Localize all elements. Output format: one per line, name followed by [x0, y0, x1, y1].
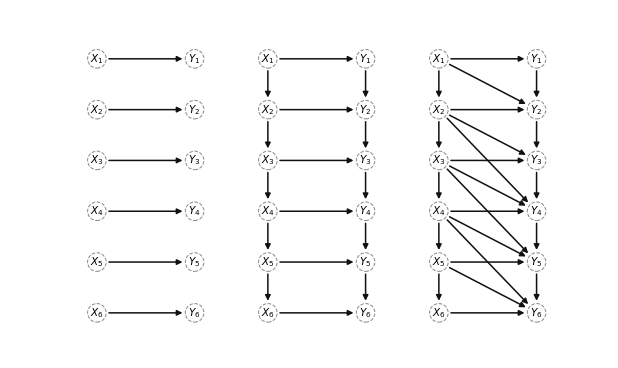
- Text: $X_{2}$: $X_{2}$: [432, 103, 446, 117]
- Text: $Y_{2}$: $Y_{2}$: [530, 103, 543, 117]
- Text: $Y_{1}$: $Y_{1}$: [530, 52, 543, 66]
- Text: $X_{5}$: $X_{5}$: [432, 255, 446, 269]
- Circle shape: [527, 100, 546, 119]
- Circle shape: [258, 151, 277, 170]
- Circle shape: [88, 253, 106, 271]
- Circle shape: [88, 202, 106, 220]
- Text: $X_{1}$: $X_{1}$: [432, 52, 446, 66]
- Text: $Y_{5}$: $Y_{5}$: [188, 255, 201, 269]
- Text: $X_{4}$: $X_{4}$: [432, 204, 446, 218]
- Circle shape: [430, 50, 448, 68]
- Text: $Y_{4}$: $Y_{4}$: [359, 204, 372, 218]
- Text: $Y_{3}$: $Y_{3}$: [188, 153, 201, 167]
- Circle shape: [185, 253, 204, 271]
- Circle shape: [357, 100, 375, 119]
- Circle shape: [357, 151, 375, 170]
- Circle shape: [185, 151, 204, 170]
- Text: $X_{1}$: $X_{1}$: [90, 52, 104, 66]
- Text: $X_{4}$: $X_{4}$: [261, 204, 275, 218]
- Circle shape: [258, 202, 277, 220]
- Circle shape: [88, 100, 106, 119]
- Text: $Y_{5}$: $Y_{5}$: [530, 255, 543, 269]
- Text: $X_{5}$: $X_{5}$: [90, 255, 104, 269]
- Circle shape: [185, 202, 204, 220]
- Text: $Y_{2}$: $Y_{2}$: [188, 103, 201, 117]
- Text: $X_{4}$: $X_{4}$: [90, 204, 104, 218]
- Text: $X_{6}$: $X_{6}$: [432, 306, 446, 320]
- Text: $Y_{5}$: $Y_{5}$: [360, 255, 371, 269]
- Text: $Y_{6}$: $Y_{6}$: [530, 306, 543, 320]
- Circle shape: [527, 202, 546, 220]
- Circle shape: [527, 304, 546, 322]
- Circle shape: [357, 304, 375, 322]
- Circle shape: [258, 304, 277, 322]
- Circle shape: [258, 100, 277, 119]
- Circle shape: [430, 151, 448, 170]
- Text: $Y_{2}$: $Y_{2}$: [360, 103, 371, 117]
- Text: $X_{3}$: $X_{3}$: [432, 153, 446, 167]
- Circle shape: [88, 50, 106, 68]
- Text: $Y_{3}$: $Y_{3}$: [530, 153, 543, 167]
- Text: $X_{2}$: $X_{2}$: [261, 103, 274, 117]
- Text: $X_{3}$: $X_{3}$: [90, 153, 104, 167]
- Circle shape: [185, 304, 204, 322]
- Text: $X_{5}$: $X_{5}$: [261, 255, 274, 269]
- Circle shape: [357, 50, 375, 68]
- Text: $X_{3}$: $X_{3}$: [261, 153, 274, 167]
- Circle shape: [258, 253, 277, 271]
- Circle shape: [185, 100, 204, 119]
- Text: $Y_{1}$: $Y_{1}$: [188, 52, 201, 66]
- Circle shape: [430, 304, 448, 322]
- Circle shape: [357, 253, 375, 271]
- Text: $Y_{6}$: $Y_{6}$: [359, 306, 372, 320]
- Circle shape: [430, 253, 448, 271]
- Text: $Y_{4}$: $Y_{4}$: [530, 204, 543, 218]
- Text: $Y_{1}$: $Y_{1}$: [360, 52, 372, 66]
- Circle shape: [527, 253, 546, 271]
- Circle shape: [430, 202, 448, 220]
- Text: $Y_{4}$: $Y_{4}$: [188, 204, 201, 218]
- Text: $X_{1}$: $X_{1}$: [261, 52, 274, 66]
- Text: $Y_{3}$: $Y_{3}$: [360, 153, 372, 167]
- Circle shape: [430, 100, 448, 119]
- Circle shape: [88, 304, 106, 322]
- Text: $Y_{6}$: $Y_{6}$: [188, 306, 201, 320]
- Circle shape: [88, 151, 106, 170]
- Circle shape: [258, 50, 277, 68]
- Text: $X_{6}$: $X_{6}$: [261, 306, 275, 320]
- Text: $X_{2}$: $X_{2}$: [90, 103, 104, 117]
- Text: $X_{6}$: $X_{6}$: [90, 306, 104, 320]
- Circle shape: [527, 50, 546, 68]
- Circle shape: [357, 202, 375, 220]
- Circle shape: [527, 151, 546, 170]
- Circle shape: [185, 50, 204, 68]
